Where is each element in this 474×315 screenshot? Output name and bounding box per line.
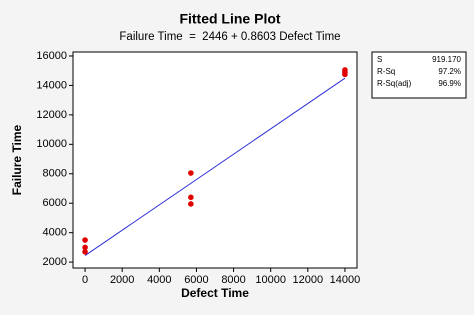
y-tick-label: 4000 (43, 227, 67, 239)
stat-label: R-Sq(adj) (377, 79, 412, 88)
y-tick-label: 12000 (36, 109, 67, 121)
x-tick-label: 10000 (255, 274, 286, 286)
y-tick-label: 6000 (43, 197, 67, 209)
x-tick-label: 0 (82, 274, 88, 286)
stat-label: R-Sq (377, 67, 395, 76)
fit-line (84, 77, 346, 256)
point (82, 244, 88, 251)
x-tick-label: 14000 (330, 274, 361, 286)
x-tick-label: 6000 (184, 274, 208, 286)
point (342, 71, 348, 78)
y-tick-label: 2000 (43, 256, 67, 268)
y-tick-label: 14000 (36, 79, 67, 91)
point (188, 194, 194, 201)
x-tick-label: 4000 (147, 274, 171, 286)
stats-box (371, 51, 467, 99)
y-tick-label: 16000 (36, 50, 67, 62)
point (188, 201, 194, 207)
point (188, 170, 194, 176)
y-tick-label: 10000 (36, 138, 67, 150)
stat-label: S (377, 55, 382, 64)
y-axis-label: Failure Time (10, 124, 24, 195)
stat-value: 96.9% (438, 79, 461, 88)
x-tick-label: 2000 (110, 274, 134, 286)
x-tick-label: 8000 (221, 274, 245, 286)
plot-area (72, 51, 358, 269)
x-tick-label: 12000 (293, 274, 324, 286)
point (82, 237, 88, 243)
y-tick-label: 8000 (43, 168, 67, 180)
point (82, 249, 88, 255)
chart-title: Fitted Line Plot (179, 11, 280, 27)
chart-subtitle: Failure Time = 2446 + 0.8603 Defect Time (119, 31, 340, 43)
x-axis-label: Defect Time (181, 286, 249, 300)
stat-value: 919.170 (432, 55, 461, 64)
stat-value: 97.2% (438, 67, 461, 76)
